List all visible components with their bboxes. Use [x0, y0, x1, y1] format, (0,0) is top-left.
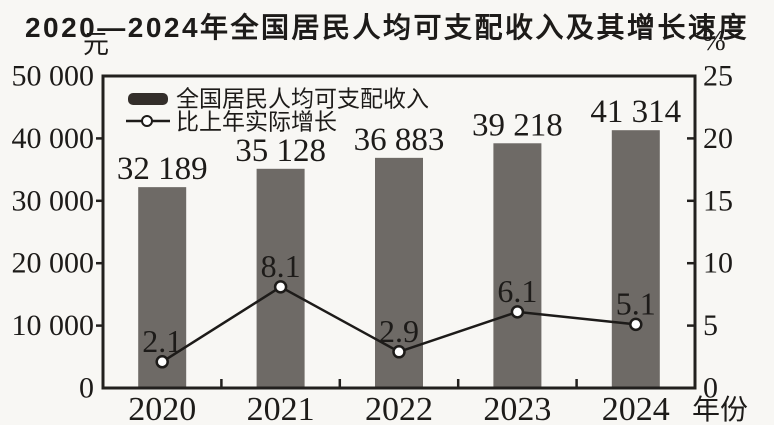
left-axis-tick-label: 40 000 [12, 122, 95, 155]
left-axis-tick-label: 50 000 [12, 60, 95, 93]
growth-marker-2022 [392, 345, 406, 359]
bar-2021 [256, 168, 305, 388]
growth-value-label: 8.1 [261, 248, 301, 284]
left-axis-tick-label: 20 000 [12, 247, 95, 280]
x-axis-title: 年份 [692, 394, 748, 425]
growth-marker-2020 [155, 355, 169, 369]
right-axis-tick-label: 10 [703, 247, 733, 280]
legend-line-label: 比上年实际增长 [176, 110, 337, 135]
growth-value-label: 6.1 [497, 273, 537, 309]
bar-value-label: 36 883 [354, 122, 445, 158]
bar-value-label: 32 189 [117, 151, 208, 187]
x-axis-label: 2023 [483, 391, 551, 425]
growth-value-label: 2.9 [379, 313, 419, 349]
right-axis-tick-label: 0 [703, 372, 718, 405]
legend-bar-label: 全国居民人均可支配收入 [176, 87, 429, 112]
left-axis-tick-label: 10 000 [12, 309, 95, 342]
bar-value-label: 35 128 [235, 133, 326, 169]
growth-marker-2024 [629, 317, 643, 332]
bar-2020 [138, 187, 187, 388]
right-axis-unit: % [702, 26, 725, 57]
growth-marker-2023 [510, 305, 525, 319]
x-axis-label: 2021 [247, 391, 315, 425]
growth-marker-2021 [273, 280, 288, 294]
growth-value-label: 2.1 [142, 323, 182, 359]
bar-2024 [611, 130, 660, 389]
bar-value-label: 39 218 [472, 107, 563, 143]
legend-bar-swatch [128, 93, 168, 105]
bar-2023 [493, 143, 542, 388]
chart-title: 2020—2024年全国居民人均可支配收入及其增长速度 [24, 12, 750, 43]
left-axis-unit: 元 [83, 30, 109, 59]
x-axis-label: 2020 [128, 391, 196, 425]
bar-value-label: 41 314 [590, 94, 681, 130]
right-axis-tick-label: 5 [703, 309, 718, 342]
plot-border [101, 74, 697, 390]
right-axis-tick-label: 15 [703, 184, 733, 217]
right-axis-tick-label: 25 [703, 60, 733, 93]
growth-value-label: 5.1 [616, 285, 656, 321]
left-axis-tick-label: 0 [79, 372, 94, 405]
right-axis-tick-label: 20 [703, 122, 733, 155]
x-axis-label: 2022 [365, 391, 433, 425]
legend-line-marker [141, 115, 153, 127]
left-axis-tick-label: 30 000 [12, 184, 95, 217]
x-axis-label: 2024 [602, 391, 670, 425]
